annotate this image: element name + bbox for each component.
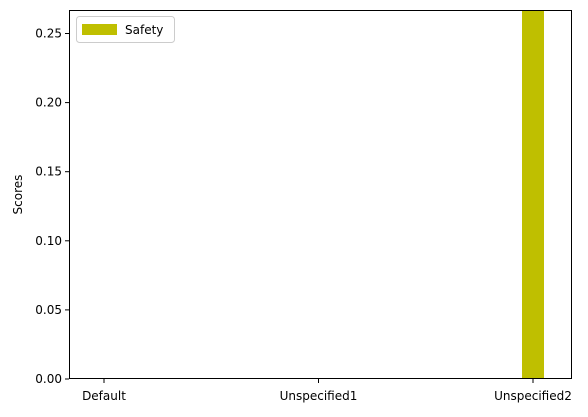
y-tick-label: 0.25 [35,26,62,40]
legend-label: Safety [125,23,163,37]
y-tick-label: 0.15 [35,165,62,179]
legend: Safety [77,17,175,43]
y-axis-label: Scores [11,175,25,215]
y-tick-label: 0.00 [35,372,62,386]
y-ticks: 0.00 0.05 0.10 0.15 0.20 0.25 [35,26,69,386]
bar-unspecified2 [522,10,544,379]
bars-layer [522,10,544,379]
x-tick-label: Default [82,389,126,403]
x-ticks: Default Unspecified1 Unspecified2 [82,379,572,403]
axes-layer [70,11,572,379]
y-tick-label: 0.20 [35,96,62,110]
y-tick-label: 0.10 [35,234,62,248]
x-tick-label: Unspecified2 [494,389,572,403]
y-tick-label: 0.05 [35,303,62,317]
x-tick-label: Unspecified1 [280,389,358,403]
axes-frame [70,11,572,379]
legend-swatch [82,24,117,35]
